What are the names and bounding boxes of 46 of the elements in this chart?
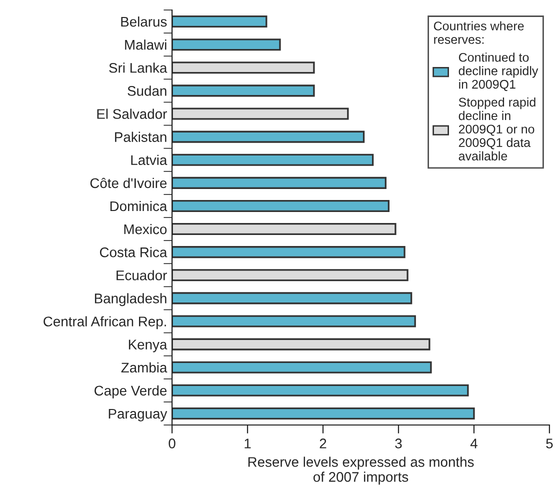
bar <box>172 407 475 420</box>
y-tick-label: Malawi <box>125 40 166 50</box>
bar <box>172 130 365 143</box>
y-tick-label: Cape Verde <box>94 385 167 398</box>
y-tick-label: Zambia <box>121 362 168 373</box>
y-tick-label: Sri Lanka <box>109 62 168 73</box>
bar <box>172 384 469 396</box>
bar <box>172 246 406 258</box>
y-tick-label: Central African Rep. <box>44 316 166 330</box>
bar <box>172 108 349 120</box>
legend-title: Countries where reserves: <box>434 21 524 44</box>
bar <box>172 16 268 28</box>
x-tick-label: 3 <box>395 438 402 448</box>
y-tick-label: Côte d'Ivoire <box>90 178 167 188</box>
x-tick-label: 4 <box>470 438 478 448</box>
bar <box>172 315 416 328</box>
x-tick-label: 5 <box>546 438 553 448</box>
bar <box>172 223 396 236</box>
y-tick-label: Belarus <box>121 16 167 27</box>
y-tick-label: El Salvador <box>97 108 167 119</box>
bar <box>172 200 390 212</box>
legend-label: Continued to decline rapidly in 2009Q1 <box>458 52 538 91</box>
y-tick-label: Dominica <box>110 200 168 212</box>
bar <box>172 269 408 282</box>
bar <box>172 84 315 97</box>
x-axis-title: Reserve levels expressed as months of 2007 imports <box>248 456 474 485</box>
y-tick-label: Ecuador <box>116 270 167 280</box>
y-tick-label: Latvia <box>131 154 168 166</box>
y-tick-label: Costa Rica <box>100 247 168 258</box>
x-tick-label: 2 <box>320 438 326 448</box>
bar <box>172 154 374 166</box>
y-tick-label: Pakistan <box>115 132 166 142</box>
x-tick-label: 0 <box>168 438 176 448</box>
y-tick-label: Paraguay <box>108 408 168 422</box>
legend-label: Stopped rapid decline in 2009Q1 or no 2009Q1 data available <box>458 97 536 160</box>
bar <box>172 62 315 74</box>
y-tick-label: Sudan <box>128 86 166 96</box>
bar <box>172 361 432 374</box>
y-tick-label: Mexico <box>124 224 167 234</box>
y-tick-label: Bangladesh <box>94 293 166 306</box>
bar <box>172 176 386 189</box>
bar <box>172 38 281 51</box>
bar <box>172 292 412 304</box>
y-tick-label: Kenya <box>128 340 168 352</box>
x-tick-label: 1 <box>244 438 251 448</box>
bar <box>172 338 430 350</box>
